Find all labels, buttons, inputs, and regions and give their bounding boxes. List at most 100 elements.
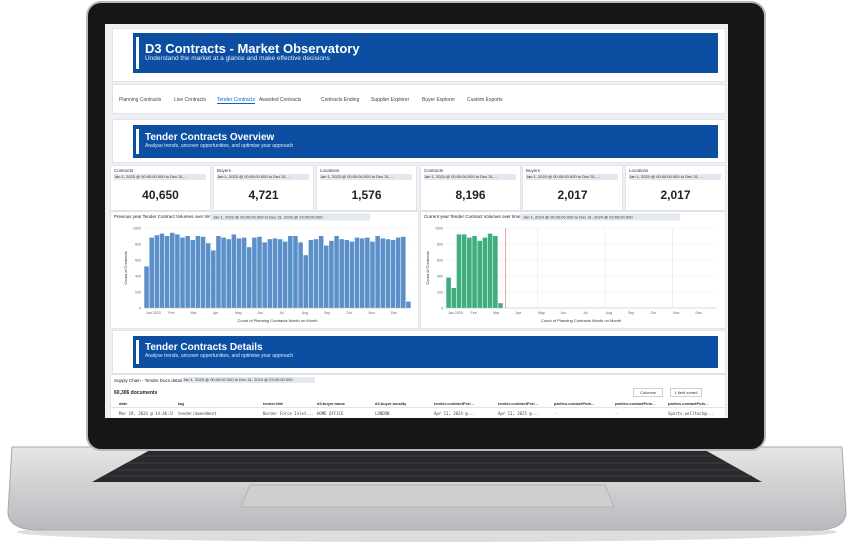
x-axis-title: Count of Planning Contracts Month on Mon…	[541, 318, 621, 323]
bar	[477, 240, 483, 308]
bar	[493, 236, 498, 308]
tab[interactable]: Planning Contracts	[119, 97, 162, 103]
x-axis-title: Count of Planning Contracts Month on Mon…	[237, 318, 317, 323]
metric-label: Locations	[320, 168, 340, 173]
bar	[318, 236, 324, 308]
metric-filter: Jan 1, 2023 @ 00:00:00.000 to Dec 31, ..…	[217, 174, 309, 180]
tab[interactable]: Contracts Ending	[321, 97, 360, 103]
banner-stripe	[136, 340, 139, 364]
x-tick-label: Nov	[673, 311, 680, 315]
bar	[252, 237, 257, 308]
chart-panel: Previous year Tender Contract Volumes ov…	[110, 211, 419, 329]
banner-stripe	[136, 129, 139, 154]
bar	[164, 236, 170, 308]
column-header[interactable]: tender.contractPeri...	[434, 401, 474, 406]
keys	[103, 455, 752, 477]
column-header[interactable]: tender.title	[263, 401, 284, 406]
tab[interactable]: Tender Contracts	[217, 97, 256, 104]
table-cell: Border Force Inlet...	[263, 411, 314, 416]
bar	[395, 237, 401, 308]
bar	[246, 247, 252, 308]
tab[interactable]: Live Contracts	[174, 97, 206, 103]
x-tick-label: Jul	[583, 311, 588, 315]
column-header[interactable]: parties.contactPoin...	[615, 401, 656, 406]
y-axis-title: Count of Contracts	[123, 251, 128, 284]
metric-value: 2,017	[660, 188, 691, 202]
bar	[375, 236, 380, 308]
banner-title: Tender Contracts Details	[145, 342, 263, 354]
column-header[interactable]: parties.contactPoin...	[668, 401, 709, 406]
bar	[231, 234, 237, 308]
y-tick-label: 1000	[435, 226, 443, 230]
header-rule	[111, 407, 725, 408]
tab[interactable]: Supplier Explorer	[371, 97, 410, 103]
y-tick-label: 200	[135, 290, 141, 294]
column-header[interactable]: date	[119, 401, 128, 406]
keyboard	[92, 450, 762, 482]
column-header[interactable]: d3.buyer.locality	[375, 401, 407, 406]
tab[interactable]: Awarded Contracts	[259, 97, 302, 103]
table-cell: Apr 11, 2025 @...	[498, 411, 539, 416]
filter-chip	[210, 213, 370, 221]
x-tick-label: May	[538, 311, 545, 315]
bar	[272, 238, 278, 308]
chart: Previous year Tender Contract Volumes ov…	[114, 213, 411, 323]
x-tick-label: Mar	[493, 311, 500, 315]
table-cell: -	[554, 411, 557, 416]
table-cell: tender/amendment	[178, 411, 217, 416]
metric-label: Contracts	[424, 168, 444, 173]
column-header[interactable]: tender.contractPeri...	[498, 401, 538, 406]
y-tick-label: 800	[437, 242, 443, 246]
bar	[482, 237, 488, 308]
x-tick-label: Dec	[391, 311, 398, 315]
bar	[241, 237, 247, 308]
bar	[298, 242, 303, 308]
bar	[390, 240, 396, 308]
metric-card: Contracts Jan 1, 2023 @ 00:00:00.000 to D…	[110, 165, 211, 211]
column-header[interactable]: d3.buyer.name	[317, 401, 346, 406]
table-cell: -	[615, 411, 618, 416]
toolbar-button[interactable]: Columns	[633, 388, 663, 397]
y-tick-label: 0	[139, 306, 141, 310]
bar	[257, 236, 262, 308]
bar	[308, 240, 314, 308]
tab[interactable]: Custom Exports	[467, 97, 503, 103]
column-header[interactable]: tag	[178, 401, 184, 406]
metric-label: Locations	[629, 168, 649, 173]
y-tick-label: 600	[135, 258, 141, 262]
bar	[180, 237, 185, 308]
x-tick-label: Jul	[280, 311, 285, 315]
column-header[interactable]: parties.contactPoin...	[554, 401, 595, 406]
bar	[211, 250, 216, 308]
x-tick-label: Nov	[369, 311, 376, 315]
toolbar-button[interactable]: 1 field sorted	[670, 388, 702, 397]
bar	[324, 245, 329, 308]
section-banner: D3 Contracts - Market Observatory Underst…	[133, 33, 718, 73]
bar	[226, 239, 231, 308]
x-tick-label: Jan 2024	[448, 311, 463, 315]
chart-title: Current year Tender Contract Volumes ove…	[424, 214, 521, 219]
bar	[461, 234, 467, 308]
bar	[236, 238, 242, 308]
metric-filter: Jan 1, 2024 @ 00:00:00.000 to Dec 31, ..…	[424, 174, 516, 180]
bar	[334, 236, 339, 308]
bar	[159, 233, 165, 308]
section-banner: Tender Contracts Overview Analyse trends,…	[133, 125, 718, 158]
tab[interactable]: Buyer Explorer	[422, 97, 456, 103]
metric-label: Buyers	[526, 168, 541, 173]
table-cell: Mar 19, 2024 @ 14:46:19.000	[119, 411, 173, 416]
x-tick-label: Jun	[257, 311, 263, 315]
bar	[293, 236, 298, 308]
bar	[467, 237, 472, 308]
bar	[339, 239, 344, 308]
x-tick-label: Jan 2023	[146, 311, 161, 315]
x-tick-label: Aug	[606, 311, 612, 315]
bar	[175, 234, 180, 308]
bar	[216, 236, 221, 308]
table-cell: HOME OFFICE	[317, 411, 344, 416]
metric-card: Contracts Jan 1, 2024 @ 00:00:00.000 to D…	[420, 165, 521, 211]
bar	[406, 301, 411, 308]
table-filter: Jan 1, 2023 @ 00:00:00.000 to Dec 31, 20…	[183, 377, 315, 383]
bar	[370, 241, 375, 308]
metric-value: 8,196	[455, 188, 486, 202]
